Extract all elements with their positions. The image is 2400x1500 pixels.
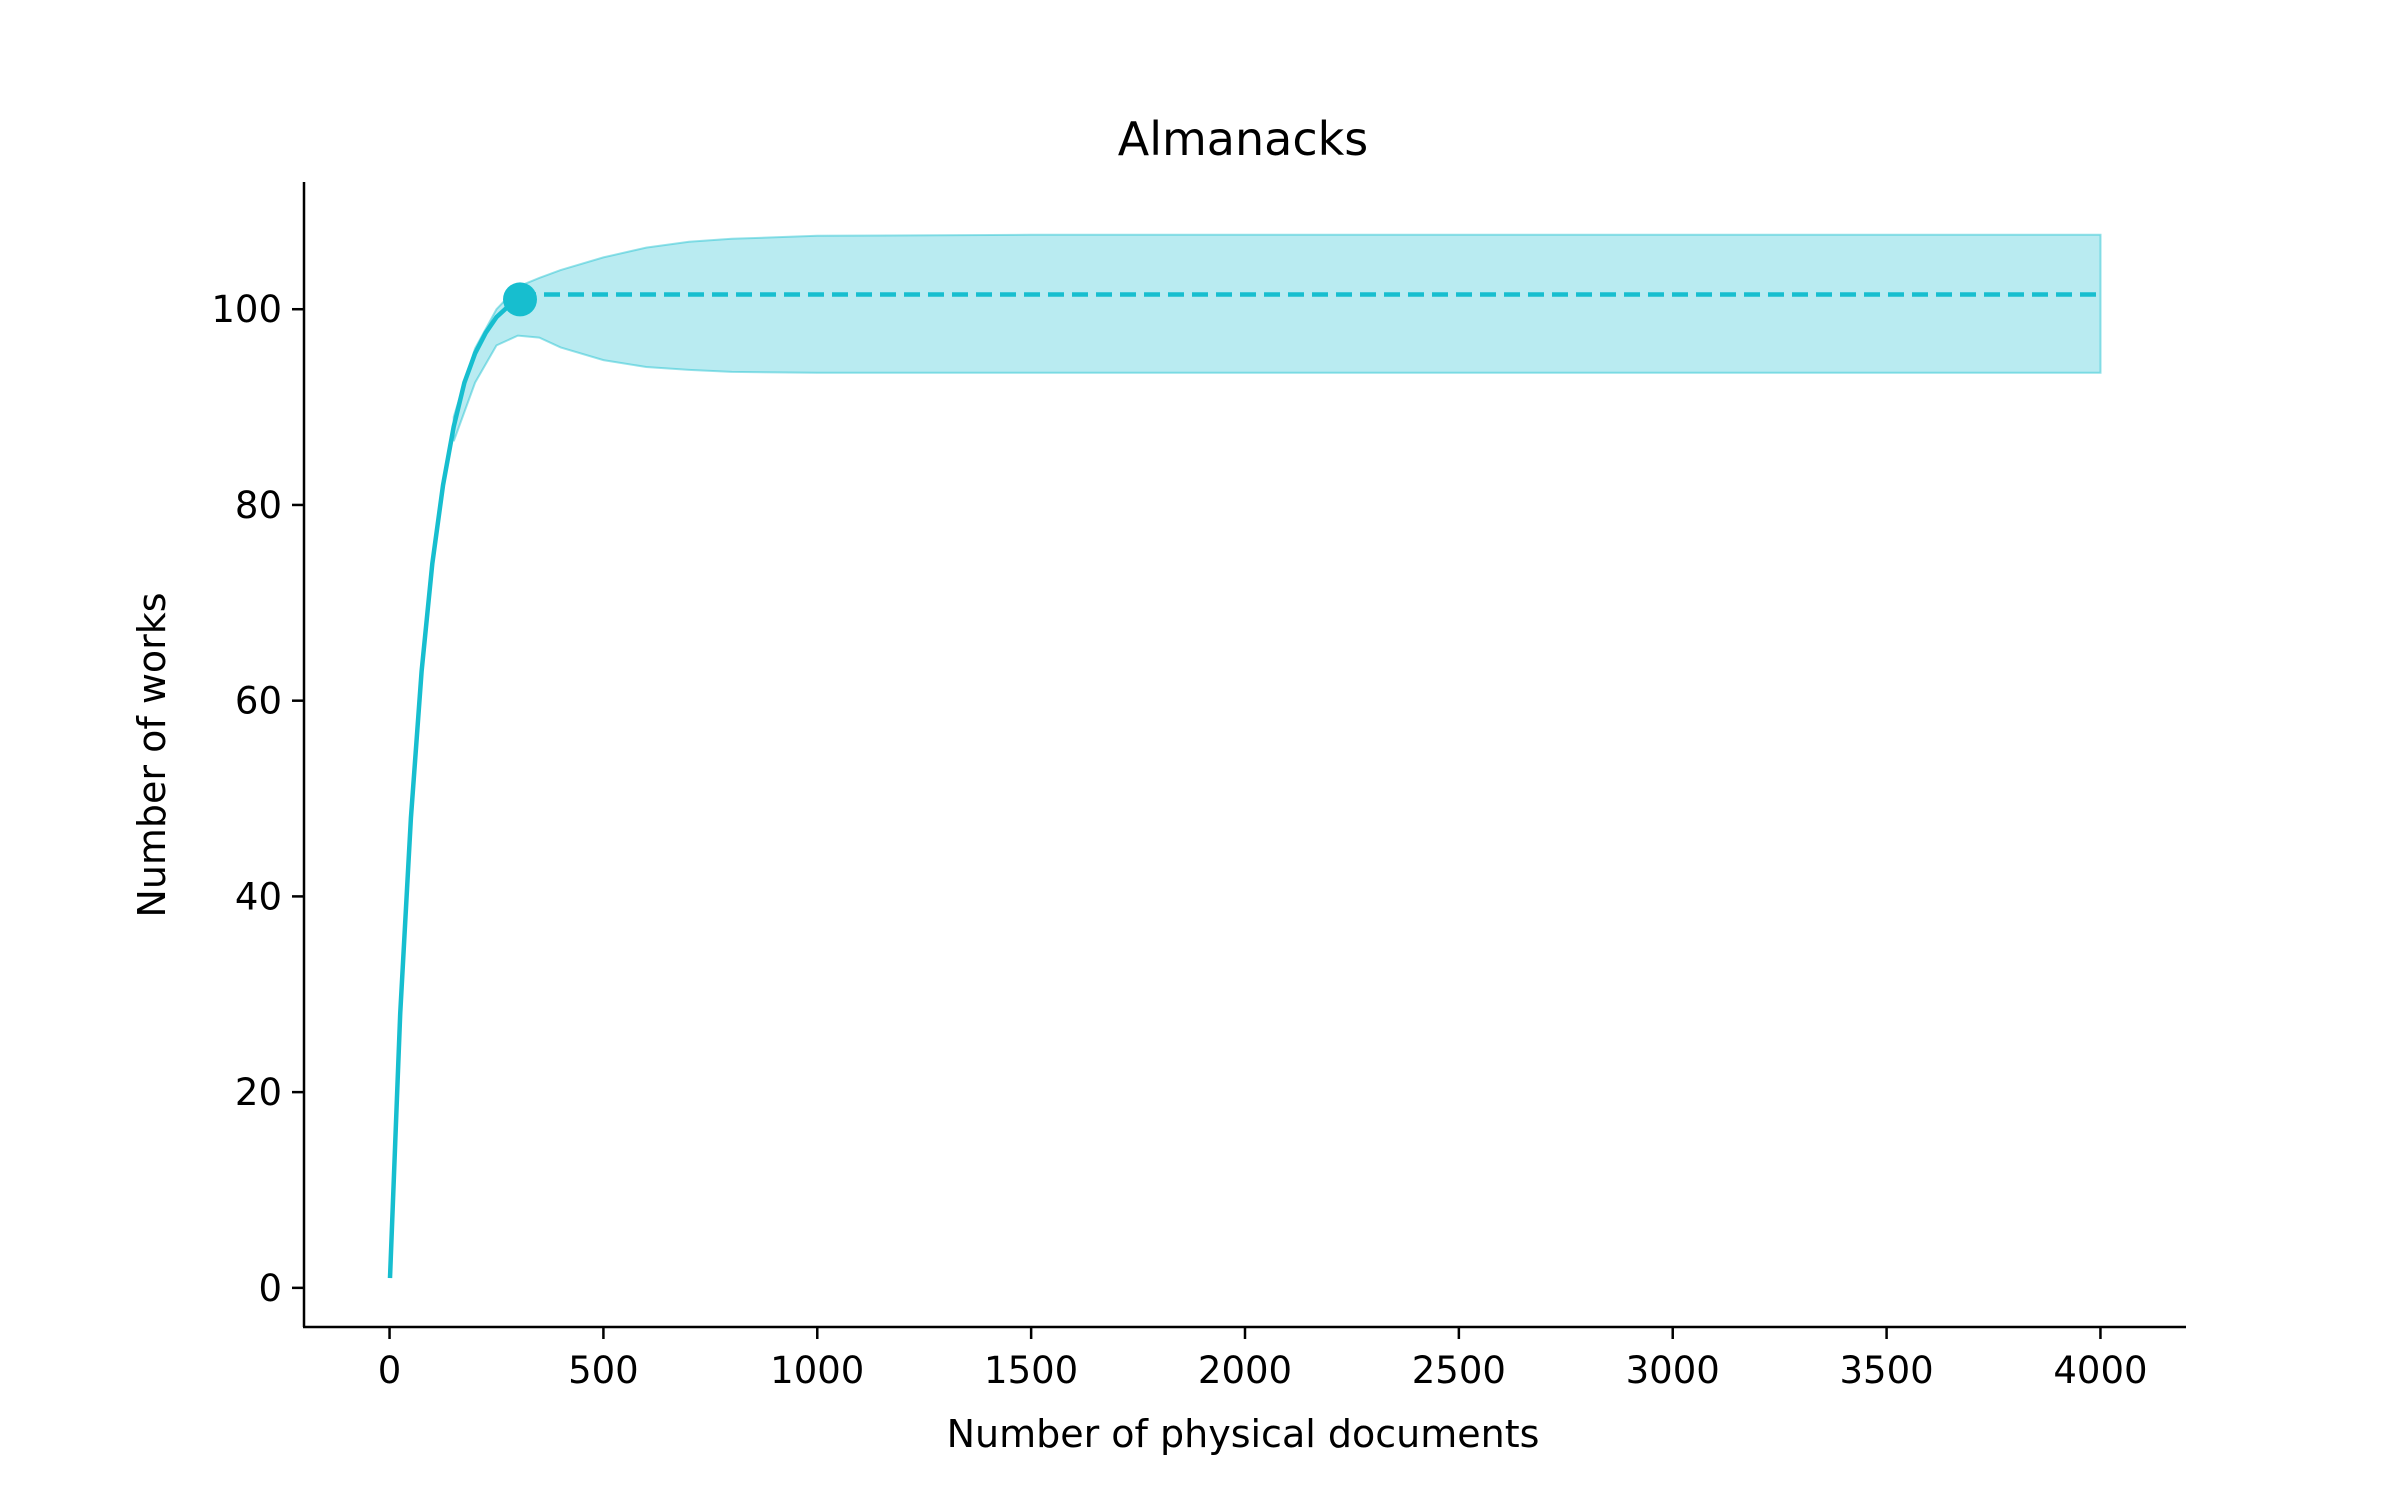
series-layer [387, 292, 2101, 1279]
y-tick-label: 20 [235, 1071, 282, 1114]
y-tick-label: 100 [211, 288, 282, 331]
confidence-band [452, 233, 2102, 442]
x-tick-label: 0 [378, 1349, 402, 1392]
x-tick-label: 3000 [1626, 1349, 1720, 1392]
chart-title: Almanacks [1118, 112, 1368, 166]
x-tick-label: 1000 [770, 1349, 864, 1392]
marker-layer [503, 282, 538, 317]
y-axis-label: Number of works [130, 592, 174, 917]
y-tick-label: 40 [235, 875, 282, 918]
x-tick-label: 2500 [1412, 1349, 1506, 1392]
y-tick-label: 80 [235, 484, 282, 527]
series-line-interpolation [387, 297, 522, 1279]
x-axis-label: Number of physical documents [947, 1412, 1540, 1456]
x-tick-label: 4000 [2053, 1349, 2147, 1392]
x-tick-label: 500 [568, 1349, 639, 1392]
x-ticks: 0 500 1000 1500 2000 2500 3000 3500 4000 [378, 1327, 2148, 1392]
x-tick-label: 2000 [1198, 1349, 1292, 1392]
x-tick-label: 3500 [1840, 1349, 1934, 1392]
x-tick-label: 1500 [984, 1349, 1078, 1392]
y-tick-label: 0 [258, 1267, 282, 1310]
observed-marker [503, 282, 538, 317]
confidence-band-layer [452, 233, 2102, 442]
y-tick-label: 60 [235, 680, 282, 723]
y-ticks: 0 20 40 60 80 100 [211, 288, 304, 1310]
